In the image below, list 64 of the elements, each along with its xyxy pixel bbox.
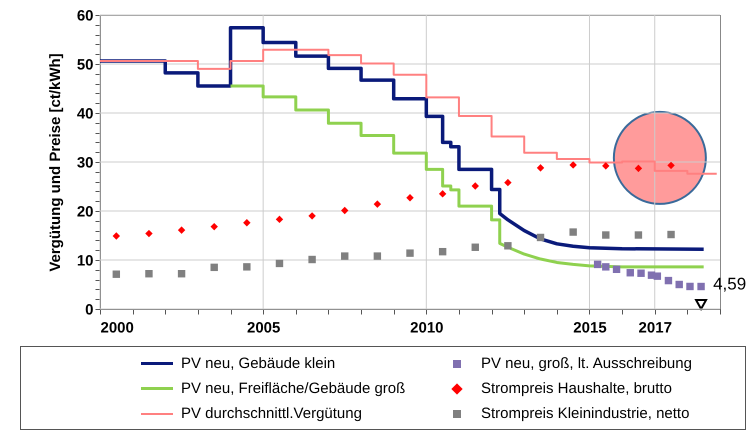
point: [210, 264, 218, 272]
point: [634, 164, 642, 172]
point: [637, 270, 645, 277]
legend-label: Strompreis Haushalte, brutto: [481, 380, 672, 397]
x-tick-label: 2005: [246, 320, 280, 336]
point: [178, 270, 186, 278]
point: [667, 230, 675, 238]
y-tick-label: 60: [76, 8, 94, 24]
point: [664, 276, 672, 284]
point: [626, 269, 634, 276]
y-tick-label: 30: [76, 154, 94, 172]
x-tick-label: 2017: [638, 320, 672, 336]
point: [612, 266, 620, 274]
y-tick-label: 20: [76, 204, 94, 220]
point: [569, 228, 577, 236]
legend-label: PV neu, Gebäude klein: [181, 355, 336, 372]
point: [569, 161, 577, 169]
point: [145, 230, 153, 238]
point: [112, 232, 120, 240]
point: [438, 248, 446, 256]
point: [276, 216, 284, 224]
legend-label: Strompreis Kleinindustrie, netto: [481, 405, 690, 422]
y-tick-label: 50: [76, 56, 94, 74]
point: [594, 260, 602, 268]
legend-label: PV neu, Freifläche/Gebäude groß: [181, 380, 406, 397]
point: [308, 256, 316, 264]
legend-label: PV durchschnittl.Vergütung: [181, 405, 362, 422]
x-tick-label: 2010: [410, 320, 444, 336]
point: [472, 244, 479, 251]
legend-label: PV neu, groß, lt. Ausschreibung: [481, 355, 692, 372]
point: [654, 272, 662, 280]
point: [602, 162, 610, 170]
point: [602, 263, 610, 271]
point: [602, 231, 610, 239]
point: [697, 282, 705, 290]
line-series: [98, 26, 706, 251]
point: [243, 263, 251, 271]
point: [210, 222, 218, 230]
x-tick-label: 2000: [100, 320, 134, 336]
x-tick-label: 2015: [573, 320, 607, 336]
point: [676, 280, 683, 288]
point: [374, 200, 382, 208]
point: [504, 242, 512, 250]
point: [276, 260, 284, 268]
y-tick-label: 40: [76, 106, 94, 122]
line-series: [229, 84, 706, 268]
point: [667, 162, 675, 170]
point: [112, 270, 120, 278]
point: [438, 190, 446, 198]
point: [634, 231, 642, 239]
point: [406, 249, 414, 257]
line-series: [99, 48, 718, 175]
point: [341, 252, 348, 260]
y-tick-label: 10: [76, 252, 94, 270]
y-tick-label: 0: [85, 302, 94, 318]
point: [374, 252, 382, 260]
point: [504, 178, 512, 186]
annotation: 4,59: [713, 274, 746, 294]
point: [243, 219, 251, 226]
y-axis-title: Vergütung und Preise [ct/kWh]: [46, 53, 64, 272]
point: [145, 270, 153, 278]
point: [308, 212, 316, 220]
point: [178, 226, 186, 234]
point: [536, 164, 544, 172]
